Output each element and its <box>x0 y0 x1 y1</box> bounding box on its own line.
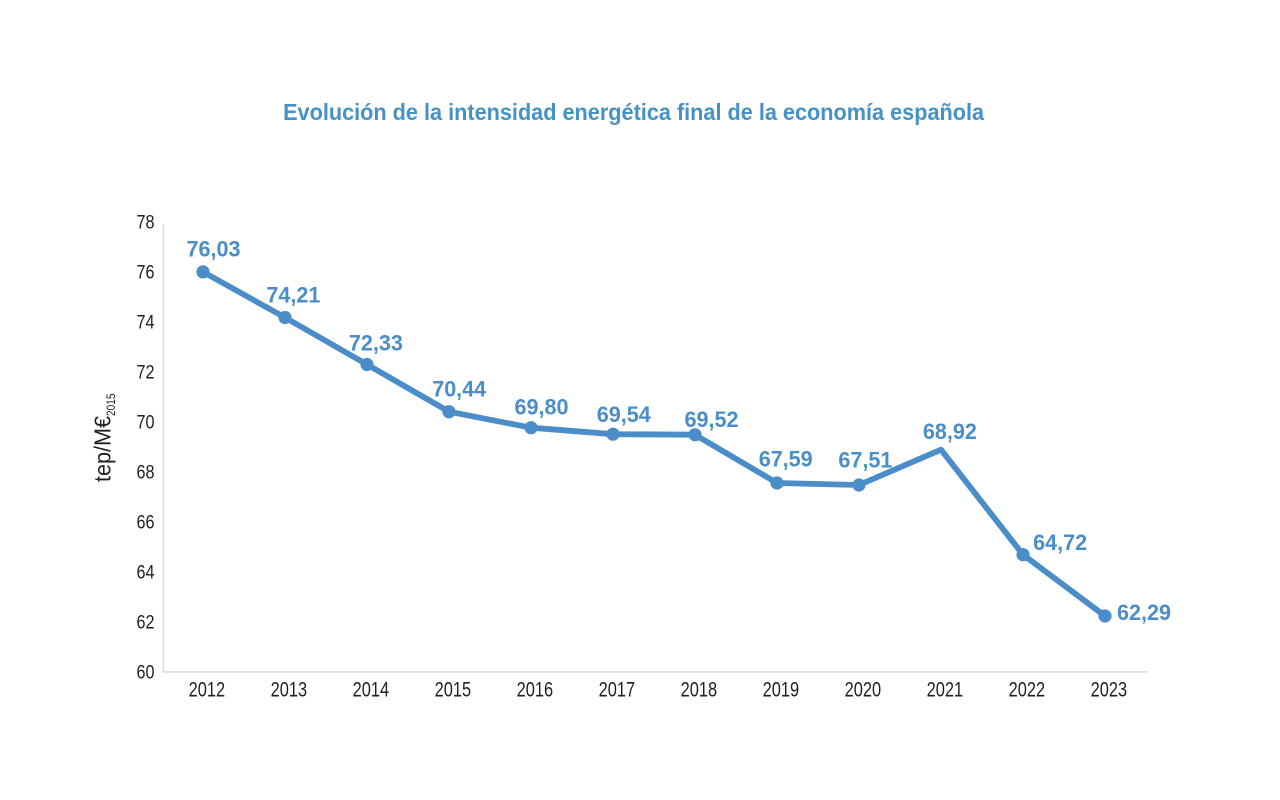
svg-text:2017: 2017 <box>599 678 636 702</box>
svg-text:70,44: 70,44 <box>432 377 486 402</box>
svg-text:69,52: 69,52 <box>685 407 739 432</box>
svg-text:69,80: 69,80 <box>515 395 569 420</box>
svg-text:2016: 2016 <box>517 678 554 702</box>
svg-text:69,54: 69,54 <box>597 402 651 427</box>
svg-text:68: 68 <box>137 462 155 484</box>
svg-text:64: 64 <box>137 562 155 584</box>
svg-text:72: 72 <box>137 362 155 384</box>
svg-text:2023: 2023 <box>1091 678 1128 702</box>
svg-text:67,51: 67,51 <box>838 447 892 472</box>
svg-text:67,59: 67,59 <box>759 446 813 471</box>
svg-text:76: 76 <box>137 262 155 284</box>
svg-text:60: 60 <box>137 662 155 684</box>
svg-text:70: 70 <box>137 412 155 434</box>
svg-text:68,92: 68,92 <box>923 419 977 444</box>
svg-text:74,21: 74,21 <box>266 283 320 308</box>
svg-text:2013: 2013 <box>271 678 308 702</box>
svg-text:2012: 2012 <box>189 678 226 702</box>
svg-text:66: 66 <box>137 512 155 534</box>
svg-text:2021: 2021 <box>927 678 964 702</box>
svg-text:62: 62 <box>137 612 155 634</box>
svg-text:76,03: 76,03 <box>187 237 241 262</box>
svg-text:Evolución de la intensidad ene: Evolución de la intensidad energética fi… <box>283 99 985 125</box>
svg-text:2020: 2020 <box>845 678 882 702</box>
svg-text:2015: 2015 <box>435 678 472 702</box>
svg-text:2018: 2018 <box>681 678 718 702</box>
svg-text:tep/M€2015: tep/M€2015 <box>90 394 119 483</box>
svg-text:2022: 2022 <box>1009 678 1046 702</box>
svg-text:72,33: 72,33 <box>349 330 403 355</box>
svg-text:74: 74 <box>137 312 155 334</box>
svg-text:62,29: 62,29 <box>1117 600 1171 625</box>
svg-text:78: 78 <box>137 212 155 234</box>
svg-text:64,72: 64,72 <box>1033 530 1087 555</box>
svg-text:2014: 2014 <box>353 678 390 702</box>
svg-text:2019: 2019 <box>763 678 800 702</box>
